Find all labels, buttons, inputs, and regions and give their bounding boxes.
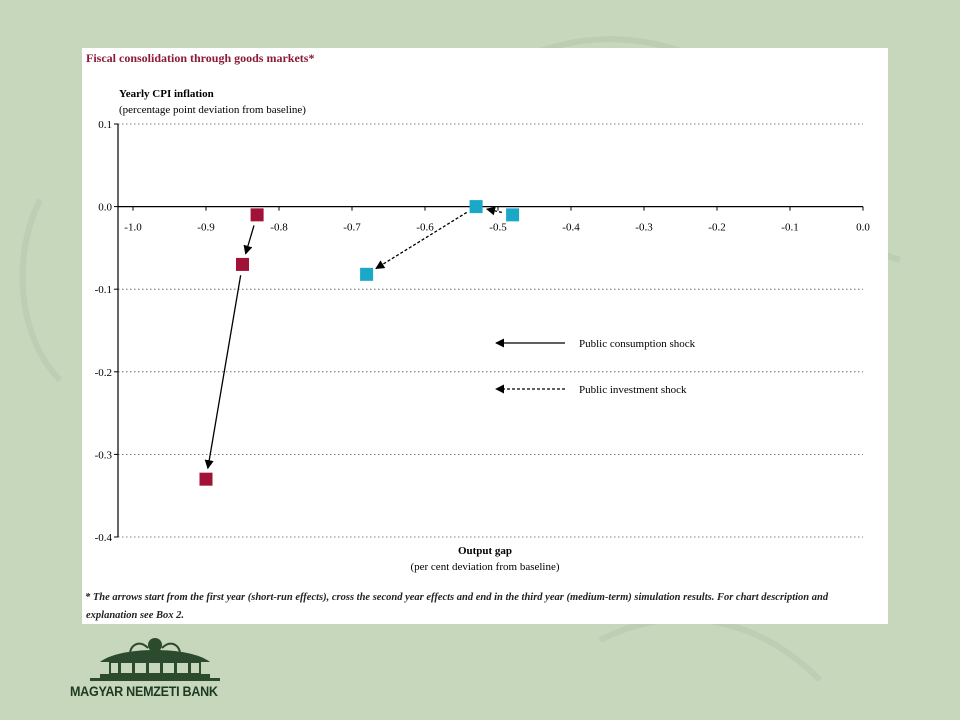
x-tick-label: -1.0 xyxy=(124,222,142,234)
series-2-point xyxy=(469,200,483,214)
x-axis-sublabel: (per cent deviation from baseline) xyxy=(410,561,560,573)
crest-icon xyxy=(90,638,220,681)
series-2-arrow xyxy=(375,211,468,270)
chart-title: Fiscal consolidation through goods marke… xyxy=(86,51,315,65)
x-tick-label: -0.4 xyxy=(562,222,580,234)
x-tick-label: -0.3 xyxy=(635,222,653,234)
x-tick-label: -0.1 xyxy=(781,222,798,234)
series-2-point xyxy=(360,267,374,281)
y-tick-label: 0.1 xyxy=(98,119,112,131)
series-1-arrow xyxy=(243,225,255,255)
x-tick-label: -0.7 xyxy=(343,222,361,234)
y-tick-label: -0.3 xyxy=(95,449,113,461)
series-1-arrow xyxy=(204,275,242,470)
series-2-arrow xyxy=(485,206,503,216)
chart-plot: 0.1 0.0 -0.1 -0.2 -0.3 -0.4 -1.0 -0.9 -0.8 -0.7 -0… xyxy=(95,119,871,544)
x-axis-label: Output gap xyxy=(457,545,513,557)
y-axis-label: Yearly CPI inflation xyxy=(119,88,214,100)
logo-text: MAGYAR NEMZETI BANK xyxy=(70,684,218,699)
legend-label: Public consumption shock xyxy=(579,338,696,350)
y-tick-label: -0.1 xyxy=(95,284,112,296)
y-tick-label: -0.2 xyxy=(95,367,112,379)
central-bank-logo: MAGYAR NEMZETI BANK xyxy=(70,636,240,706)
series-1-point xyxy=(236,257,249,271)
y-tick-label: 0.0 xyxy=(98,202,112,214)
series-2-point xyxy=(506,208,520,222)
x-tick-label: -0.2 xyxy=(708,222,725,234)
chart-panel: Fiscal consolidation through goods marke… xyxy=(82,48,888,624)
y-tick-label: -0.4 xyxy=(95,532,113,544)
x-tick-label: -0.8 xyxy=(270,222,288,234)
legend-label: Public investment shock xyxy=(579,384,687,396)
x-tick-label: -0.6 xyxy=(416,222,434,234)
x-tick-label: 0.0 xyxy=(856,222,870,234)
series-1-point xyxy=(250,208,264,222)
x-tick-label: -0.5 xyxy=(489,222,507,234)
x-tick-label: -0.9 xyxy=(197,222,215,234)
series-1-point xyxy=(199,472,213,486)
y-axis-sublabel: (percentage point deviation from baselin… xyxy=(119,104,306,116)
chart-footnote: * The arrows start from the first year (… xyxy=(85,592,829,621)
